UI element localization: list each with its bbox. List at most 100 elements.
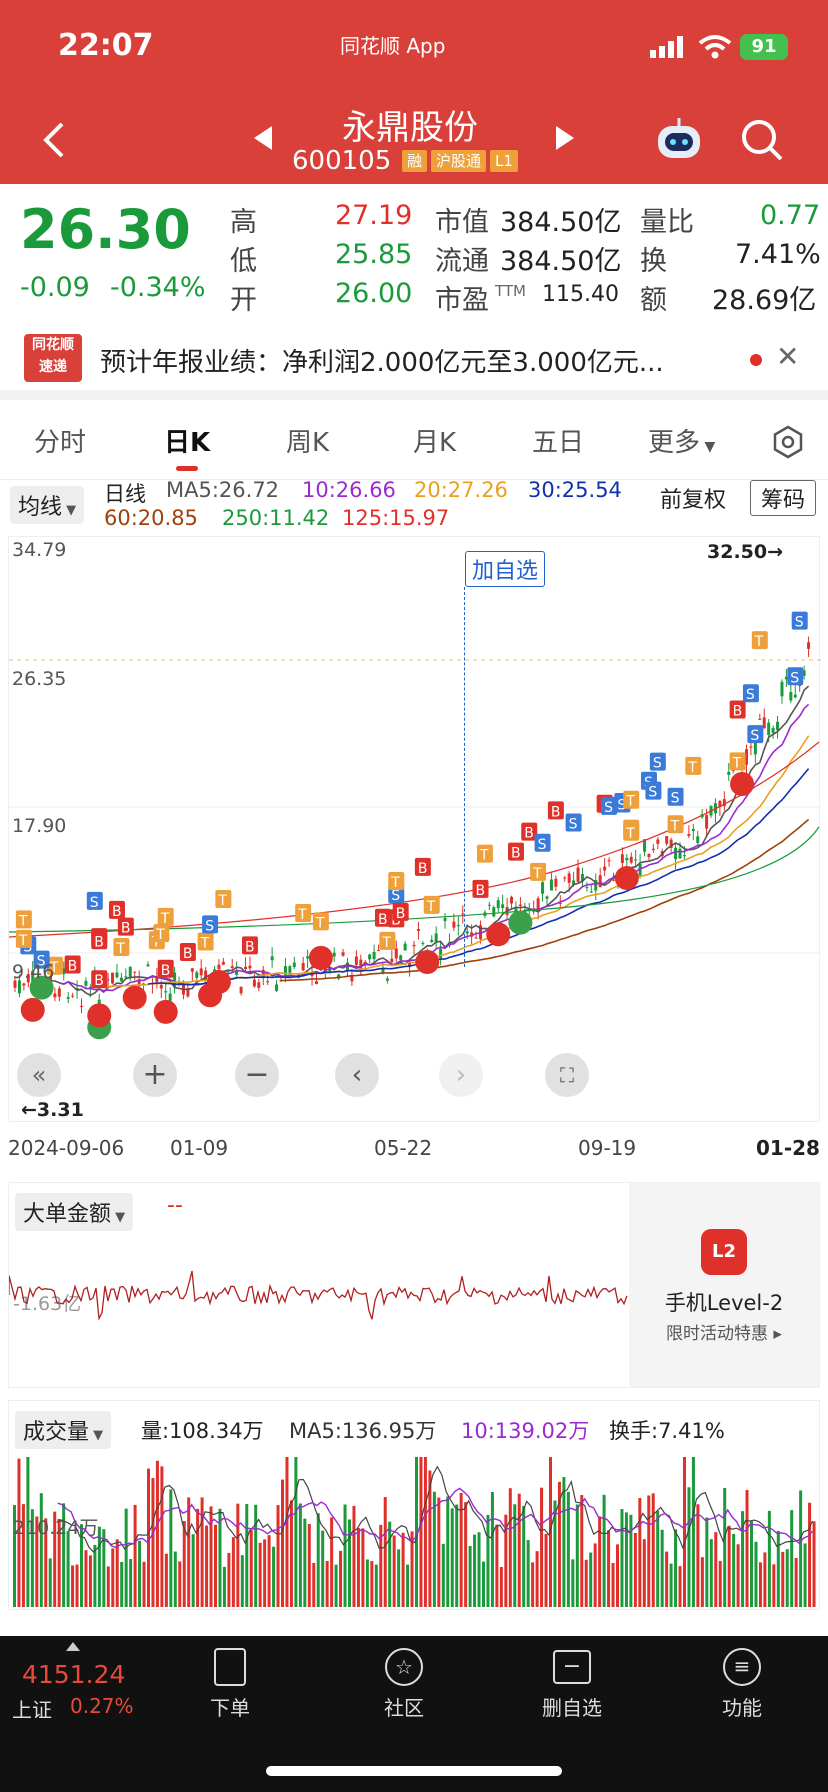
big-order-selector[interactable]: 大单金额 ▼ — [15, 1193, 134, 1231]
tab-intraday[interactable]: 分时 — [34, 428, 87, 458]
candle-body — [48, 976, 52, 981]
signal-marker-label: B — [551, 804, 561, 820]
volume-selector[interactable]: 成交量 ▼ — [15, 1411, 112, 1449]
volume-bar — [361, 1528, 365, 1607]
tab-weekly[interactable]: 周K — [286, 428, 330, 458]
volume-bar — [142, 1561, 146, 1607]
adjust-mode[interactable]: 前复权 — [660, 488, 727, 513]
volume-bar — [723, 1487, 727, 1607]
candle-body — [66, 996, 70, 999]
turnover-value: 7.41% — [735, 239, 821, 270]
step-forward-icon[interactable]: › — [439, 1053, 483, 1097]
tab-five-day[interactable]: 五日 — [532, 428, 585, 458]
candle-body — [789, 691, 793, 701]
volume-bar — [718, 1560, 722, 1607]
next-stock-icon[interactable] — [552, 124, 578, 152]
volume-bar — [21, 1504, 25, 1607]
volume-bar — [44, 1518, 48, 1607]
expand-icon[interactable] — [66, 1642, 80, 1651]
amount-value: 28.69亿 — [712, 285, 817, 316]
signal-marker — [108, 900, 125, 919]
volume-bar — [379, 1524, 383, 1607]
kline-chart[interactable]: TBBTBBSSSTBTBTTTBSTTBSBTSTBBTBTTBTSSBTBS… — [8, 536, 821, 1122]
volume-bar — [584, 1559, 588, 1607]
volume-bar — [254, 1504, 258, 1607]
candle-body — [549, 879, 553, 891]
min-price-value: 3.31 — [36, 1099, 84, 1121]
candle-body — [88, 986, 92, 988]
nav-community[interactable]: ☆ 社区 — [344, 1648, 464, 1721]
big-order-axis: -1.63亿 — [13, 1293, 82, 1315]
candle-body — [492, 907, 496, 917]
signal-marker-label: T — [687, 760, 697, 776]
tab-monthly[interactable]: 月K — [413, 428, 457, 458]
candle-body — [403, 943, 407, 951]
settings-icon[interactable] — [770, 424, 806, 460]
nav-order[interactable]: 下单 — [170, 1648, 290, 1721]
candle-body — [310, 973, 314, 976]
signal-marker-label: B — [161, 963, 171, 979]
tab-more[interactable]: 更多 ▼ — [648, 422, 715, 459]
signal-marker-label: B — [524, 826, 534, 842]
volume-bar — [473, 1534, 477, 1607]
candle-body — [155, 977, 159, 982]
volume-bar — [517, 1493, 521, 1607]
volume-bar — [691, 1457, 695, 1607]
candle-body — [665, 836, 669, 844]
close-icon[interactable]: ✕ — [776, 340, 800, 373]
signal-marker-label: S — [538, 837, 547, 853]
level2-icon: L2 — [701, 1229, 747, 1275]
volume-bar — [410, 1531, 414, 1607]
candle-body — [390, 958, 394, 963]
volume-bar — [526, 1540, 530, 1607]
signal-marker-label: T — [381, 935, 391, 951]
robot-assistant-icon[interactable] — [654, 116, 704, 164]
signal-marker — [312, 912, 329, 931]
volume-bar — [696, 1504, 700, 1607]
signal-marker-label: T — [160, 911, 170, 927]
volume-bar — [236, 1503, 240, 1607]
volume-bar — [151, 1477, 155, 1607]
volume-bar — [647, 1495, 651, 1607]
news-text[interactable]: 预计年报业绩：净利润2.000亿元至3.000亿元... — [100, 348, 664, 378]
news-banner[interactable]: 同花顺 速递 预计年报业绩：净利润2.000亿元至3.000亿元... ✕ — [0, 324, 828, 400]
tab-daily[interactable]: 日K — [164, 428, 211, 458]
candle-body — [470, 932, 474, 937]
volume-bar — [124, 1508, 128, 1607]
chip-button[interactable]: 筹码 — [750, 480, 817, 516]
signal-marker — [423, 895, 440, 914]
level2-promo[interactable]: L2 手机Level-2 限时活动特惠 ▸ — [629, 1183, 819, 1387]
scroll-left-icon[interactable]: « — [17, 1053, 61, 1097]
zoom-in-icon[interactable]: + — [133, 1053, 177, 1097]
index-value[interactable]: 4151.24 — [22, 1660, 126, 1689]
back-icon[interactable] — [40, 120, 70, 160]
add-favorite-button[interactable]: 加自选 — [465, 551, 546, 587]
volume-bar — [249, 1530, 253, 1607]
signal-marker-label: B — [112, 904, 122, 920]
fullscreen-icon[interactable]: ⛶ — [545, 1053, 589, 1097]
volume-bar — [182, 1520, 186, 1607]
volume-bar — [812, 1521, 816, 1607]
signal-marker — [46, 956, 63, 975]
volume-bar — [508, 1488, 512, 1607]
zoom-out-icon[interactable]: − — [235, 1053, 279, 1097]
candle-body — [745, 749, 748, 765]
volume-bar — [700, 1557, 704, 1607]
volume-bar — [669, 1563, 673, 1607]
volume-bar — [638, 1498, 642, 1607]
signal-marker — [15, 929, 32, 948]
ma-selector[interactable]: 均线 ▼ — [10, 486, 85, 524]
position-marker — [87, 1003, 112, 1028]
position-marker — [29, 975, 54, 1000]
prev-stock-icon[interactable] — [250, 124, 276, 152]
nav-remove-favorite[interactable]: − 删自选 — [512, 1648, 632, 1721]
volume-bar — [169, 1489, 173, 1607]
search-icon[interactable] — [740, 118, 784, 162]
nav-functions[interactable]: ≡ 功能 — [682, 1648, 802, 1721]
step-back-icon[interactable]: ‹ — [335, 1053, 379, 1097]
signal-marker — [86, 891, 103, 910]
signal-marker — [91, 931, 108, 950]
volume-bar — [348, 1519, 351, 1607]
volume-ma5: MA5:136.95万 — [289, 1419, 437, 1443]
nav-order-label: 下单 — [210, 1696, 250, 1720]
